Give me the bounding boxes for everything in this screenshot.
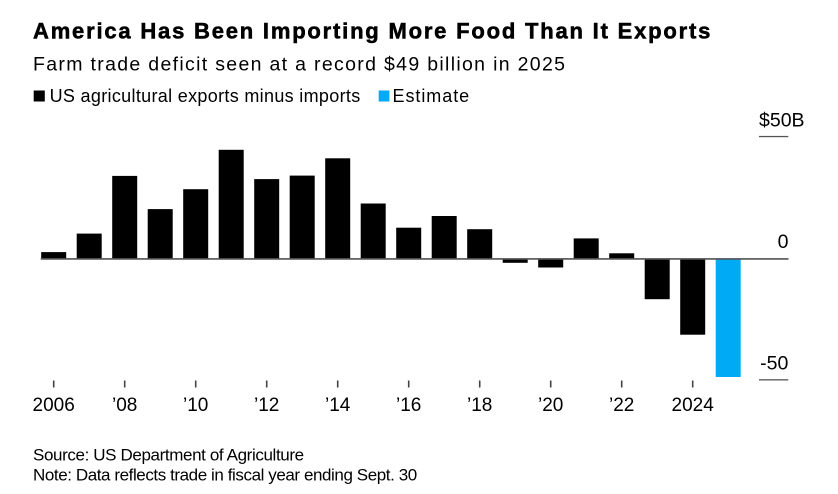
svg-text:0: 0 xyxy=(778,231,789,253)
svg-text:’22: ’22 xyxy=(609,395,634,416)
svg-text:Estimate: Estimate xyxy=(393,86,471,106)
svg-text:Source: US Department of Agric: Source: US Department of Agriculture xyxy=(33,446,304,465)
svg-text:’18: ’18 xyxy=(467,395,492,416)
svg-text:America Has Been Importing Mor: America Has Been Importing More Food Tha… xyxy=(33,19,712,44)
svg-text:2024: 2024 xyxy=(672,395,715,416)
svg-text:’14: ’14 xyxy=(325,395,351,416)
svg-text:’12: ’12 xyxy=(254,395,279,416)
svg-text:’20: ’20 xyxy=(538,395,563,416)
svg-text:Farm trade deficit seen at a r: Farm trade deficit seen at a record $49 … xyxy=(33,54,566,76)
svg-text:’16: ’16 xyxy=(396,395,421,416)
svg-text:$50B: $50B xyxy=(759,110,805,132)
svg-text:2006: 2006 xyxy=(33,395,75,416)
svg-text:Note: Data reflects trade in f: Note: Data reflects trade in fiscal year… xyxy=(33,465,417,484)
svg-text:’10: ’10 xyxy=(183,395,208,416)
svg-text:-50: -50 xyxy=(760,352,788,374)
svg-text:US agricultural exports minus: US agricultural exports minus imports xyxy=(50,86,361,106)
svg-text:’08: ’08 xyxy=(112,395,137,416)
